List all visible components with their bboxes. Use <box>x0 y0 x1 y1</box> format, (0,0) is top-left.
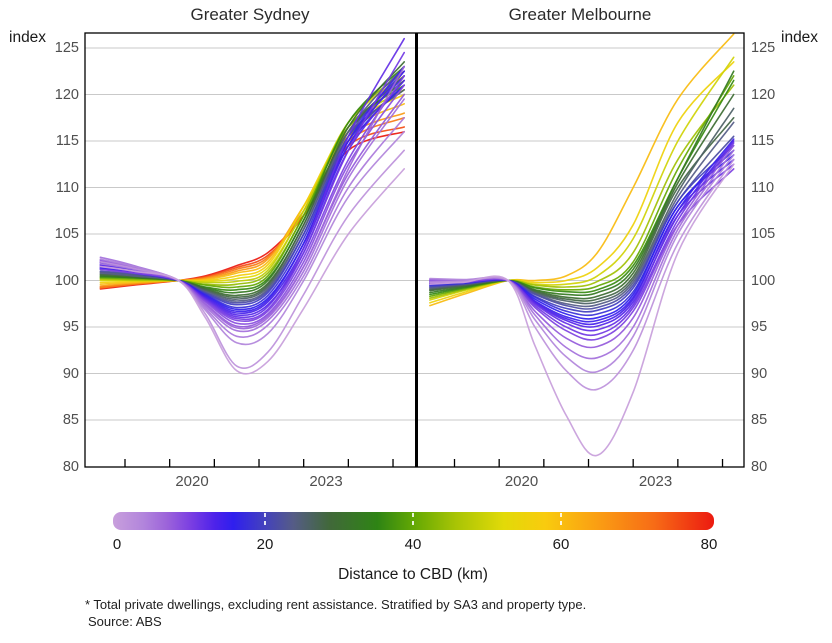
series-lines-sydney <box>99 37 405 375</box>
y-axis-unit-left: index <box>9 29 47 46</box>
series-line-melbourne-60km <box>429 33 735 307</box>
series-line-sydney-44km <box>99 70 405 286</box>
series-line-sydney-52km <box>99 75 405 283</box>
series-line-melbourne-14km <box>429 158 735 326</box>
series-line-melbourne-45km <box>429 84 735 299</box>
series-line-sydney-10km <box>99 75 405 323</box>
series-line-melbourne-0km <box>429 163 735 457</box>
series-line-sydney-2km <box>99 149 405 370</box>
gridlines <box>85 47 744 421</box>
series-line-sydney-75km <box>99 126 405 288</box>
source-line: Source: ABS <box>88 614 162 629</box>
series-line-melbourne-55km <box>429 61 735 304</box>
series-line-melbourne-10km <box>429 168 735 341</box>
series-lines-melbourne <box>429 33 735 457</box>
footnote-line: * Total private dwellings, excluding ren… <box>85 597 587 612</box>
series-line-sydney-24km <box>99 65 405 302</box>
panel-frame <box>84 32 745 468</box>
series-line-sydney-4km <box>99 130 405 346</box>
colorbar-axis-label: Distance to CBD (km) <box>338 566 488 583</box>
panel-title-melbourne: Greater Melbourne <box>508 5 652 24</box>
colorbar <box>113 512 714 530</box>
series-line-melbourne-33km <box>429 70 735 297</box>
series-line-sydney-7km <box>99 65 405 330</box>
y-axis-unit-right: index <box>781 29 819 46</box>
series-line-sydney-36km <box>99 65 405 291</box>
series-line-melbourne-50km <box>429 56 735 301</box>
series-line-melbourne-26km <box>429 107 735 305</box>
panel-title-sydney: Greater Sydney <box>190 5 310 24</box>
series-line-sydney-0km <box>99 168 405 375</box>
series-line-melbourne-22km <box>429 135 735 310</box>
